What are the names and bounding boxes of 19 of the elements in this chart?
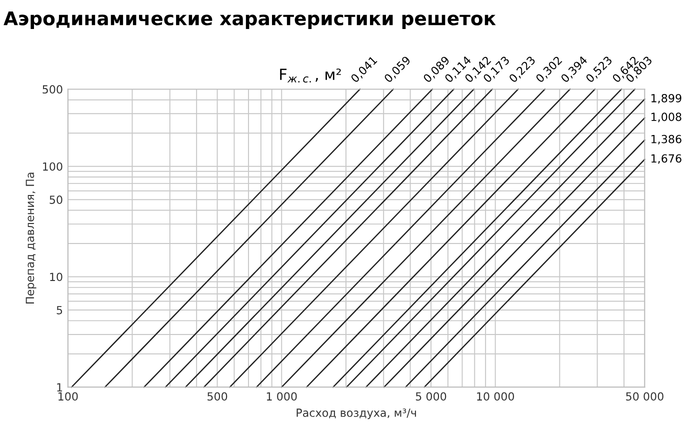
y-axis-title: Перепад давления, Па [26, 172, 36, 304]
x-tick-label: 50 000 [626, 392, 664, 401]
y-tick-label: 1 [57, 383, 62, 392]
x-tick-label: 10 000 [477, 392, 514, 401]
y-tick-label: 500 [42, 85, 62, 94]
series-label: 1,386 [651, 134, 682, 144]
chart-title: Аэродинамические характеристики решеток [4, 11, 496, 30]
text: F$_{ж.с.}$, м² [280, 68, 341, 83]
series-label: 1,676 [651, 154, 682, 164]
series-label: 1,899 [651, 94, 682, 104]
y-tick-label: 5 [56, 306, 62, 314]
y-tick-label: 100 [43, 162, 62, 171]
series-label: 1,008 [651, 112, 682, 122]
x-tick-label: 500 [208, 392, 228, 401]
y-tick-label: 10 [50, 272, 62, 282]
y-tick-label: 50 [50, 196, 62, 204]
x-axis-title: Расход воздуха, м³/ч [296, 408, 416, 420]
x-tick-label: 5 000 [416, 392, 446, 401]
x-tick-label: 1 000 [266, 392, 297, 401]
